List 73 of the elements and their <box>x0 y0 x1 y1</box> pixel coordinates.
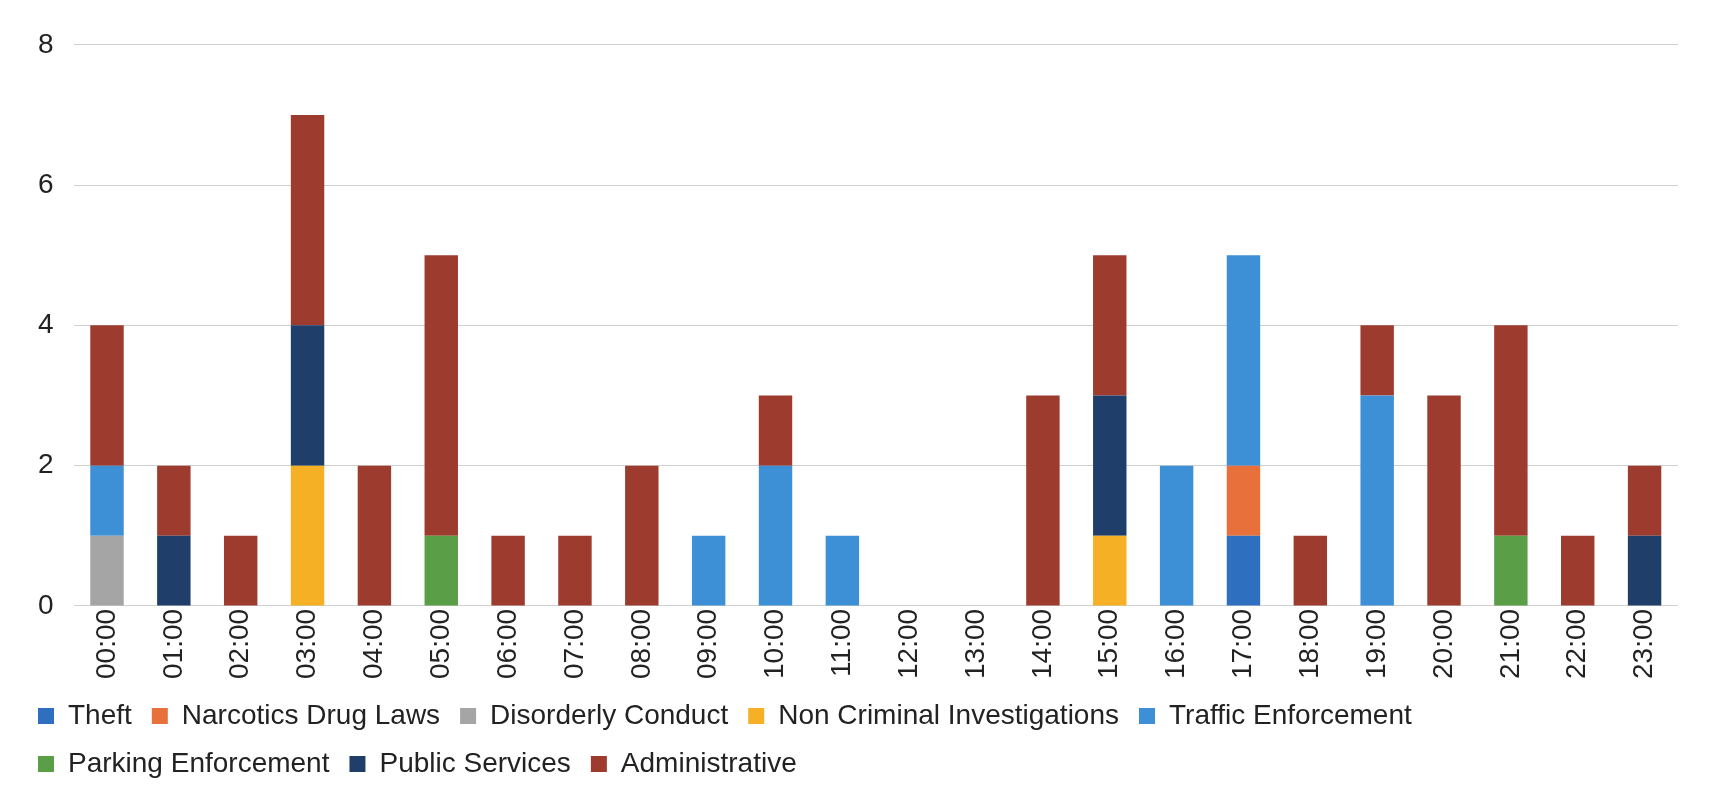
x-tick-label: 07:00 <box>557 608 589 680</box>
x-tick-label: 23:00 <box>1627 608 1659 680</box>
x-tick-label: 16:00 <box>1159 608 1191 680</box>
legend-label: Public Services <box>379 746 571 778</box>
x-tick-label: 15:00 <box>1092 608 1124 680</box>
x-tick-label: 02:00 <box>223 608 255 680</box>
bar <box>290 114 325 326</box>
bar <box>1093 535 1127 606</box>
legend-label: Disorderly Conduct <box>490 698 729 730</box>
bar <box>1494 535 1528 606</box>
x-tick-label: 00:00 <box>89 608 121 680</box>
bar <box>1226 535 1261 606</box>
bar <box>1226 255 1261 466</box>
bar <box>1494 325 1528 536</box>
x-tick-label: 09:00 <box>691 608 723 680</box>
bar <box>558 535 592 606</box>
bar <box>491 535 525 606</box>
x-tick-label: 12:00 <box>891 608 923 680</box>
bar <box>290 465 325 606</box>
x-tick-label: 14:00 <box>1025 608 1057 680</box>
bar <box>825 535 860 606</box>
legend-label: Narcotics Drug Laws <box>181 698 441 730</box>
bar <box>625 465 659 606</box>
legend-label: Parking Enforcement <box>68 746 330 778</box>
x-tick-label: 04:00 <box>357 608 389 680</box>
x-tick-label: 11:00 <box>825 608 857 677</box>
bar <box>691 535 726 606</box>
bar <box>1360 325 1394 396</box>
bar <box>1226 465 1261 536</box>
x-tick-label: 10:00 <box>758 608 790 680</box>
bar <box>357 465 392 606</box>
y-tick-label: 8 <box>37 27 54 59</box>
x-tick-label: 22:00 <box>1560 608 1592 680</box>
x-tick-label: 18:00 <box>1293 608 1325 680</box>
bar <box>424 255 458 536</box>
x-tick-label: 03:00 <box>290 608 322 680</box>
y-tick-label: 4 <box>37 308 54 340</box>
bar <box>157 535 191 606</box>
legend-label: Administrative <box>620 746 797 778</box>
bar <box>90 465 124 536</box>
bar <box>157 465 191 536</box>
bar <box>758 465 793 606</box>
bar <box>223 535 258 606</box>
bar <box>1159 465 1194 606</box>
bar <box>90 535 124 606</box>
bar <box>424 535 458 606</box>
bar <box>1627 535 1662 606</box>
bar <box>1427 395 1461 606</box>
x-tick-label: 20:00 <box>1426 608 1458 680</box>
bar <box>1293 535 1328 606</box>
bar <box>1360 395 1394 606</box>
x-tick-label: 08:00 <box>624 608 656 680</box>
x-tick-label: 19:00 <box>1359 608 1391 680</box>
bar <box>1627 465 1662 536</box>
bar <box>90 325 124 466</box>
bar <box>1026 395 1060 606</box>
x-tick-label: 13:00 <box>958 608 990 680</box>
legend-label: Traffic Enforcement <box>1169 698 1412 730</box>
bar <box>1093 395 1127 536</box>
y-tick-label: 2 <box>37 448 54 480</box>
y-tick-label: 0 <box>37 588 54 620</box>
legend-label: Theft <box>68 698 133 730</box>
x-tick-label: 01:00 <box>156 608 188 680</box>
x-tick-label: 05:00 <box>423 608 455 680</box>
bar <box>290 325 325 466</box>
x-tick-label: 06:00 <box>490 608 522 680</box>
bar <box>1093 255 1127 396</box>
bar <box>758 395 793 466</box>
x-tick-label: 21:00 <box>1493 608 1525 680</box>
x-tick-label: 17:00 <box>1226 608 1258 680</box>
legend-label: Non Criminal Investigations <box>778 698 1120 730</box>
y-tick-label: 6 <box>37 167 54 199</box>
bar <box>1561 535 1595 606</box>
